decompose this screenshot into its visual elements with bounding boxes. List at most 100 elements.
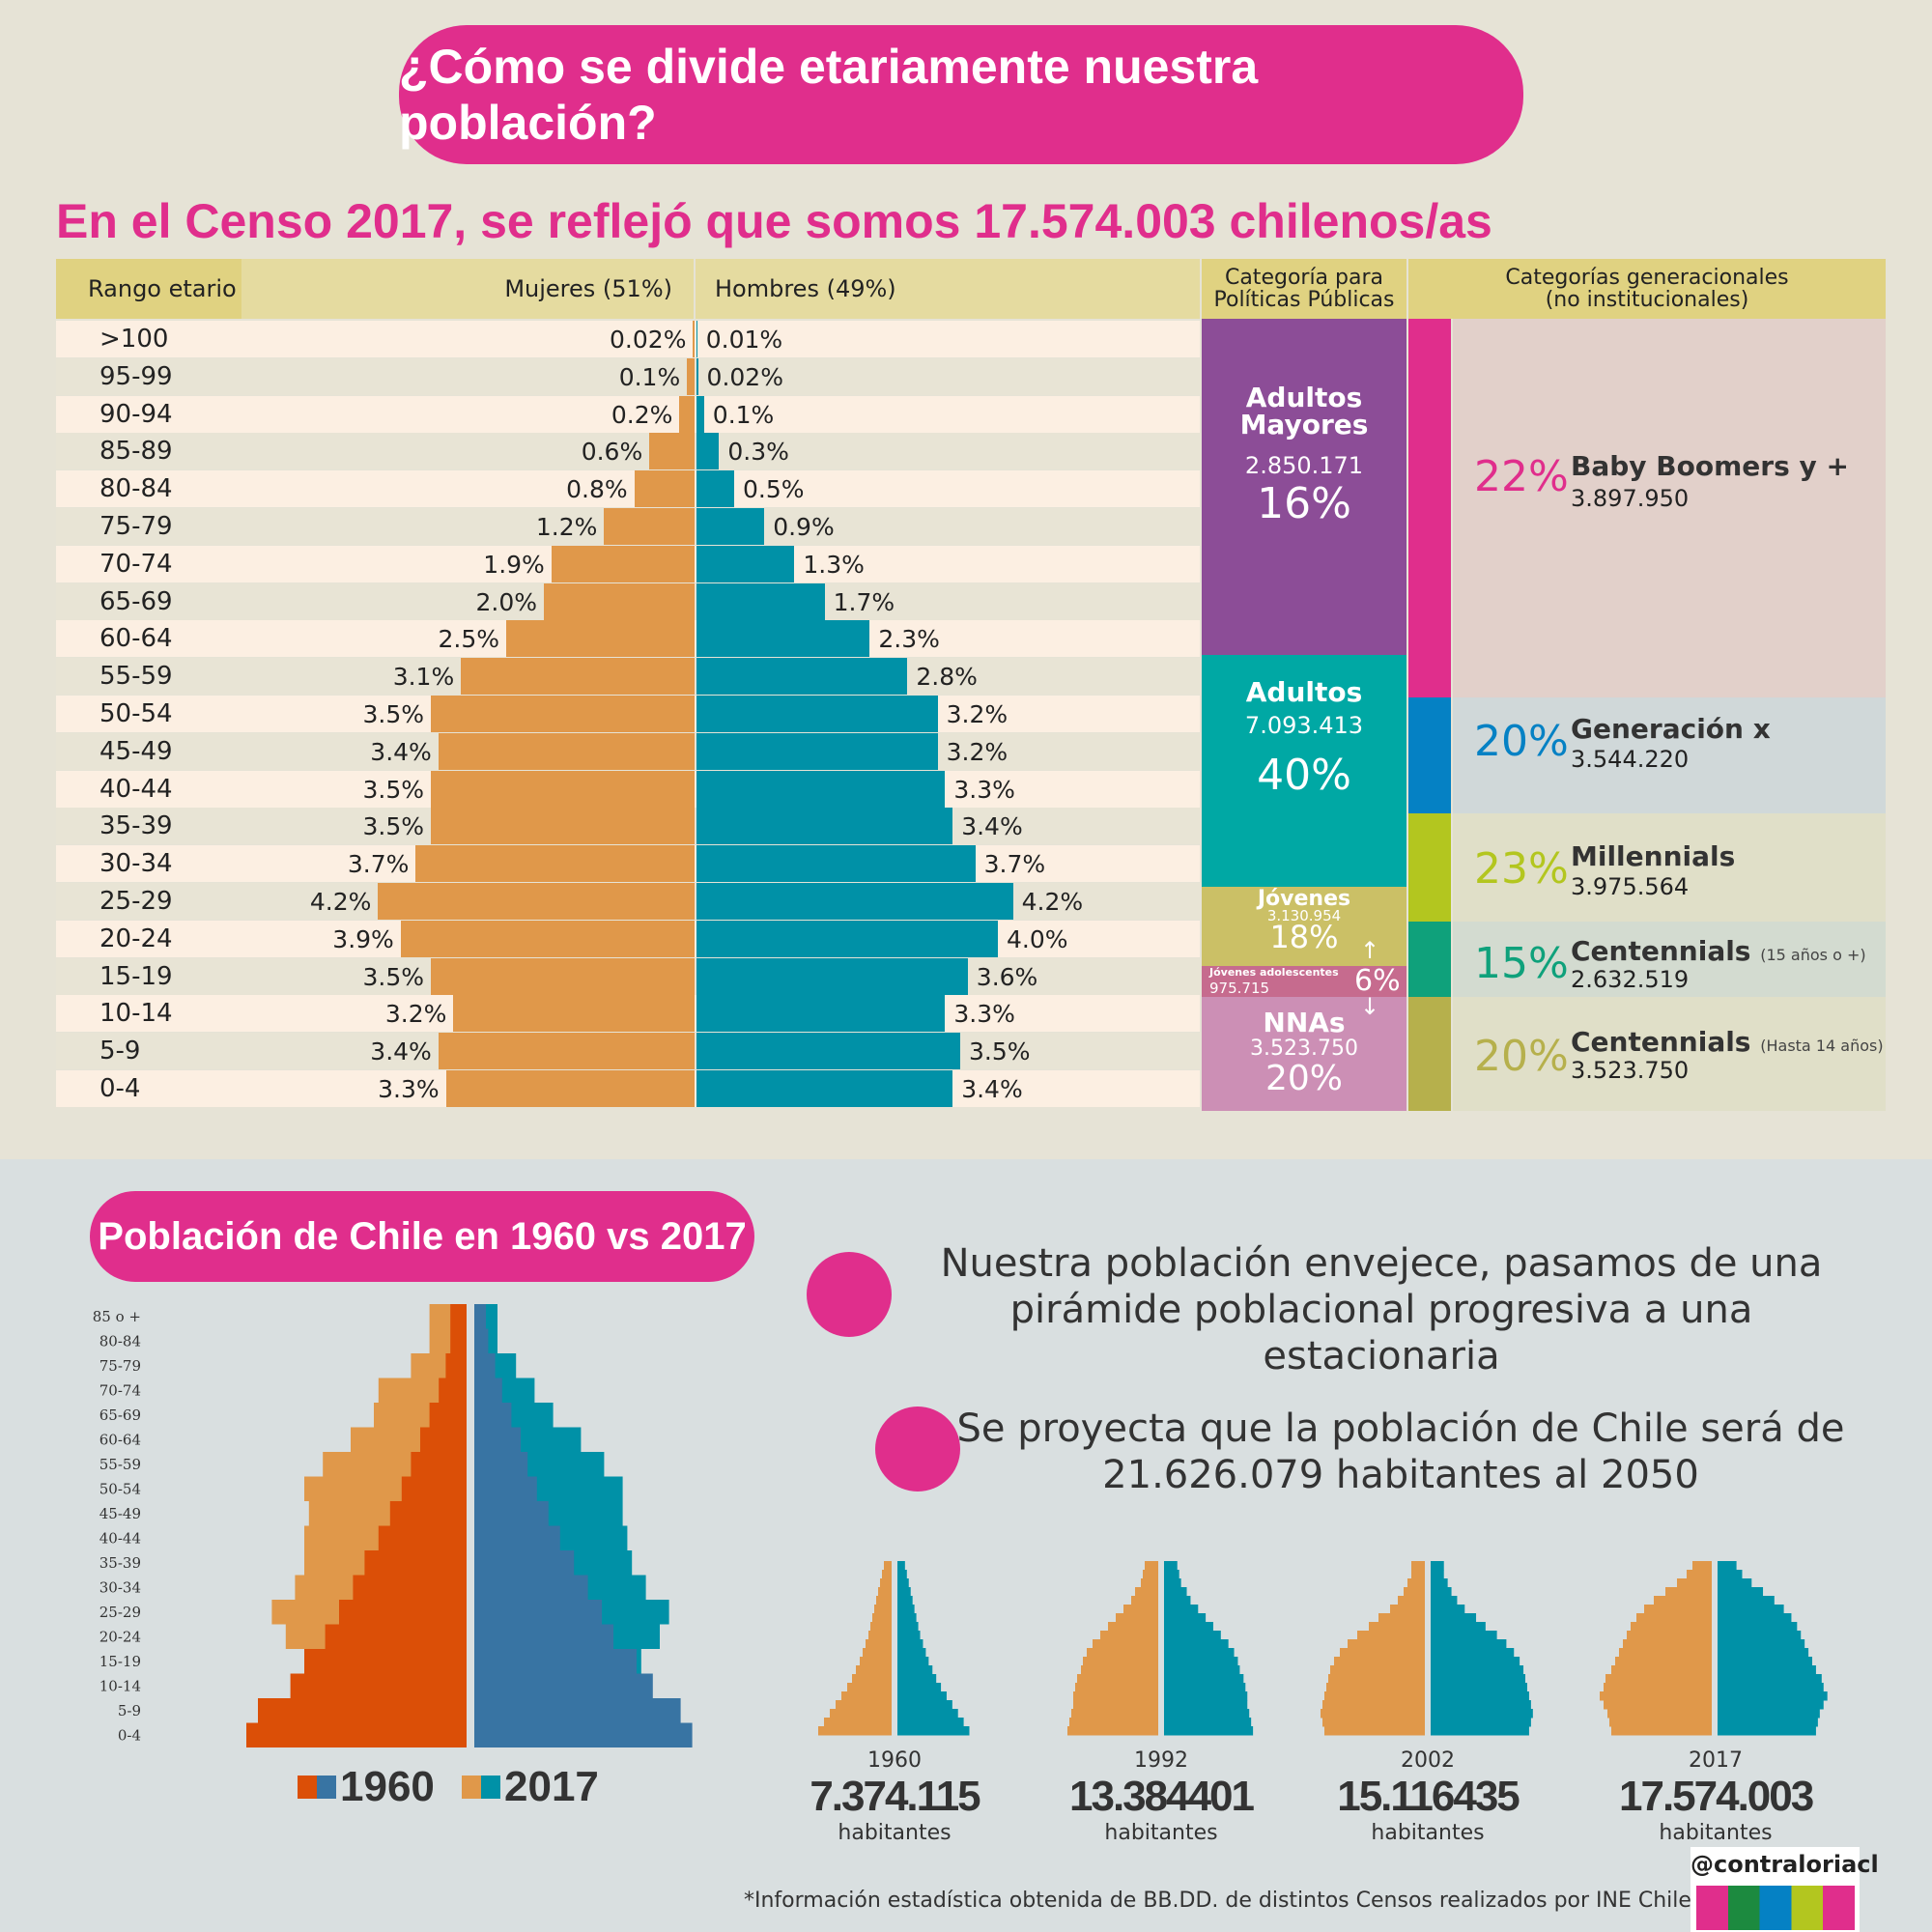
generation-pct: 20% xyxy=(1474,1032,1569,1081)
mini-bar-men xyxy=(1164,1726,1254,1736)
mini-bar-men xyxy=(1431,1631,1497,1640)
mini-bar-men xyxy=(897,1648,926,1658)
bar-1960-men xyxy=(474,1649,637,1674)
mini-bar-women xyxy=(1369,1622,1425,1632)
bar-men xyxy=(696,508,765,545)
mini-bar-men xyxy=(897,1578,909,1588)
label-men: 0.5% xyxy=(743,475,805,504)
label-women: 2.0% xyxy=(475,587,537,616)
bar-1960-men xyxy=(474,1673,653,1698)
mini-bar-men xyxy=(1431,1648,1515,1658)
category-adultos: Adultos 7.093.413 40% xyxy=(1202,655,1406,887)
age-label: 40-44 xyxy=(99,774,173,804)
strip-boomers xyxy=(1408,319,1451,697)
mini-unit: habitantes xyxy=(1371,1821,1485,1845)
mini-bar-men xyxy=(1718,1665,1816,1675)
mini-bar-men xyxy=(1431,1570,1444,1579)
mini-bar-women xyxy=(860,1657,892,1666)
age-label: 20-24 xyxy=(99,923,173,953)
mini-bar-men xyxy=(1431,1605,1465,1614)
generation-name: Centennials (Hasta 14 años) xyxy=(1571,1026,1884,1058)
age-label: 30-34 xyxy=(99,849,173,879)
bar-1960-women xyxy=(364,1550,467,1576)
label-women: 0.02% xyxy=(610,326,687,354)
mini-bar-women xyxy=(1619,1648,1712,1658)
age-label: 25-29 xyxy=(99,887,173,916)
mini-bar-women xyxy=(1116,1613,1158,1623)
label-women: 3.4% xyxy=(370,1037,432,1066)
generation-pct: 22% xyxy=(1474,452,1569,501)
generation-centennials-a: 15% Centennials (15 años o +) 2.632.519 xyxy=(1453,922,1886,997)
mini-bar-men xyxy=(1431,1561,1444,1571)
mini-bar-women xyxy=(1357,1631,1425,1640)
mini-bar-men xyxy=(897,1570,907,1579)
mini-bar-men xyxy=(1164,1578,1181,1588)
label-men: 3.3% xyxy=(953,775,1015,804)
mini-bar-women xyxy=(1644,1605,1712,1614)
header-generations: Categorías generacionales (no institucio… xyxy=(1408,259,1886,319)
bar-1960-men xyxy=(474,1624,613,1649)
category-count: 3.523.750 xyxy=(1250,1037,1358,1061)
label-men: 3.5% xyxy=(969,1037,1031,1066)
section-title: Población de Chile en 1960 vs 2017 xyxy=(90,1191,754,1282)
mini-bar-men xyxy=(1164,1657,1238,1666)
mini-bar-men xyxy=(1431,1657,1520,1666)
generation-pct: 20% xyxy=(1474,717,1569,766)
mini-1992: 1992 13.384401 habitantes xyxy=(1065,1748,1258,1845)
mini-bar-women xyxy=(1404,1587,1425,1597)
age-label: 40-44 xyxy=(99,1530,141,1548)
mini-bar-women xyxy=(1143,1570,1158,1579)
header-men: Hombres (49%) xyxy=(696,259,1200,319)
bar-1960-men xyxy=(474,1575,588,1600)
label-men: 0.3% xyxy=(727,438,789,467)
mini-total: 15.116435 xyxy=(1337,1773,1520,1820)
mini-year: 1992 xyxy=(1134,1748,1188,1773)
age-label: 55-59 xyxy=(99,662,173,692)
arrow-down-icon: ↓ xyxy=(1360,993,1380,1020)
arrow-up-icon: ↑ xyxy=(1360,937,1380,964)
age-label: 0-4 xyxy=(99,1074,141,1103)
category-name: NNAs xyxy=(1263,1007,1346,1038)
bar-1960-men xyxy=(474,1378,502,1403)
mini-bar-men xyxy=(1718,1631,1802,1640)
bar-1960-men xyxy=(474,1600,602,1625)
mini-bar-men xyxy=(1718,1605,1784,1614)
mini-bar-men xyxy=(1164,1665,1240,1675)
mini-bar-men xyxy=(897,1587,911,1597)
mini-bar-women xyxy=(1378,1613,1425,1623)
mini-bar-men xyxy=(897,1657,929,1666)
bar-1960-men xyxy=(474,1550,575,1576)
mini-bar-women xyxy=(880,1578,892,1588)
mini-bar-women xyxy=(1141,1578,1158,1588)
mini-bar-men xyxy=(1164,1561,1178,1571)
bar-men xyxy=(696,920,998,957)
note-projection: Se proyecta que la población de Chile se… xyxy=(956,1406,1845,1497)
label-women: 3.9% xyxy=(332,924,394,953)
bar-1960-women xyxy=(411,1452,467,1477)
category-name: Jóvenes adolescentes xyxy=(1209,966,1339,979)
mini-bar-women xyxy=(1077,1674,1158,1684)
mini-bar-women xyxy=(852,1674,892,1684)
category-count: 2.850.171 xyxy=(1244,452,1364,479)
bar-women xyxy=(431,770,695,808)
age-label: 30-34 xyxy=(99,1579,141,1597)
mini-bar-women xyxy=(1069,1718,1158,1727)
category-pct: 6% xyxy=(1354,964,1401,998)
label-men: 3.2% xyxy=(946,737,1009,766)
mini-2002: 2002 15.116435 habitantes xyxy=(1331,1748,1524,1845)
header-women: Mujeres (51%) xyxy=(242,259,694,319)
mini-bar-men xyxy=(897,1596,913,1605)
mini-bar-men xyxy=(897,1639,923,1649)
mini-bar-men xyxy=(897,1718,964,1727)
mini-bar-men xyxy=(1164,1631,1221,1640)
bar-1960-women xyxy=(450,1304,467,1329)
bar-1960-women xyxy=(290,1673,467,1698)
generation-pct: 23% xyxy=(1474,844,1569,894)
mini-bar-women xyxy=(882,1570,892,1579)
category-name: Jóvenes xyxy=(1257,887,1351,911)
mini-bar-women xyxy=(1654,1596,1712,1605)
label-men: 2.3% xyxy=(878,625,940,654)
mini-bar-men xyxy=(1431,1691,1529,1701)
table-row: 95-99 xyxy=(56,357,1200,395)
mini-bar-women xyxy=(1692,1561,1712,1571)
